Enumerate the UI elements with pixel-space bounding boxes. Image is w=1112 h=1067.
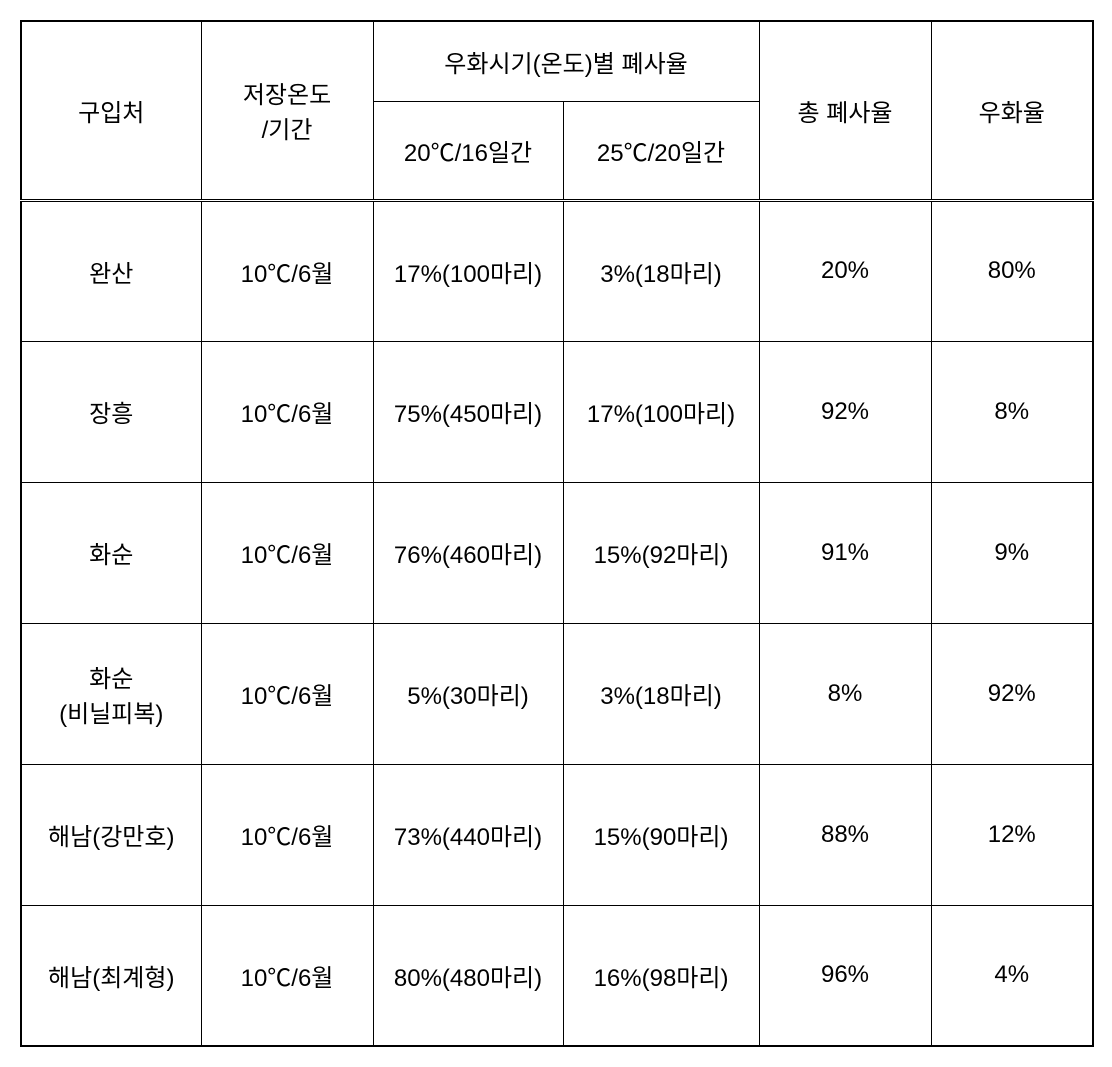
cell-source-line1: 화순	[26, 659, 197, 694]
table-row: 화순 (비닐피복) 10℃/6월 5%(30마리) 3%(18마리) 8% 92…	[21, 623, 1093, 764]
cell-mort25: 3%(18마리)	[563, 623, 759, 764]
cell-mort20: 5%(30마리)	[373, 623, 563, 764]
cell-total-mort: 91%	[759, 482, 931, 623]
cell-mort20: 75%(450마리)	[373, 341, 563, 482]
cell-total-mort: 96%	[759, 905, 931, 1046]
header-storage-line1: 저장온도	[206, 75, 369, 110]
table-row: 화순 10℃/6월 76%(460마리) 15%(92마리) 91% 9%	[21, 482, 1093, 623]
cell-mort20: 76%(460마리)	[373, 482, 563, 623]
mortality-table: 구입처 저장온도 /기간 우화시기(온도)별 폐사율 총 폐사율 우화율 20℃…	[20, 20, 1094, 1047]
cell-source: 화순 (비닐피복)	[21, 623, 201, 764]
cell-source: 완산	[21, 200, 201, 341]
cell-mort25: 15%(90마리)	[563, 764, 759, 905]
header-mort25: 25℃/20일간	[563, 101, 759, 200]
cell-source: 장흥	[21, 341, 201, 482]
header-mortality-group: 우화시기(온도)별 폐사율	[373, 21, 759, 101]
header-mort20: 20℃/16일간	[373, 101, 563, 200]
cell-emergence: 8%	[931, 341, 1093, 482]
cell-emergence: 4%	[931, 905, 1093, 1046]
cell-storage: 10℃/6월	[201, 200, 373, 341]
cell-emergence: 9%	[931, 482, 1093, 623]
cell-storage: 10℃/6월	[201, 341, 373, 482]
cell-total-mort: 8%	[759, 623, 931, 764]
cell-emergence: 80%	[931, 200, 1093, 341]
cell-source-line2: (비닐피복)	[26, 694, 197, 729]
cell-mort20: 73%(440마리)	[373, 764, 563, 905]
cell-source: 해남(강만호)	[21, 764, 201, 905]
cell-mort25: 3%(18마리)	[563, 200, 759, 341]
header-storage: 저장온도 /기간	[201, 21, 373, 200]
cell-storage: 10℃/6월	[201, 482, 373, 623]
table-row: 장흥 10℃/6월 75%(450마리) 17%(100마리) 92% 8%	[21, 341, 1093, 482]
cell-mort20: 17%(100마리)	[373, 200, 563, 341]
cell-total-mort: 88%	[759, 764, 931, 905]
cell-total-mort: 20%	[759, 200, 931, 341]
cell-source: 화순	[21, 482, 201, 623]
table-row: 완산 10℃/6월 17%(100마리) 3%(18마리) 20% 80%	[21, 200, 1093, 341]
table-header-row-1: 구입처 저장온도 /기간 우화시기(온도)별 폐사율 총 폐사율 우화율	[21, 21, 1093, 101]
cell-mort25: 15%(92마리)	[563, 482, 759, 623]
cell-mort20: 80%(480마리)	[373, 905, 563, 1046]
cell-storage: 10℃/6월	[201, 905, 373, 1046]
header-total-mortality: 총 폐사율	[759, 21, 931, 200]
table-row: 해남(최계형) 10℃/6월 80%(480마리) 16%(98마리) 96% …	[21, 905, 1093, 1046]
header-source: 구입처	[21, 21, 201, 200]
cell-storage: 10℃/6월	[201, 764, 373, 905]
cell-emergence: 12%	[931, 764, 1093, 905]
table-row: 해남(강만호) 10℃/6월 73%(440마리) 15%(90마리) 88% …	[21, 764, 1093, 905]
header-storage-line2: /기간	[206, 110, 369, 145]
header-emergence: 우화율	[931, 21, 1093, 200]
cell-total-mort: 92%	[759, 341, 931, 482]
cell-emergence: 92%	[931, 623, 1093, 764]
cell-mort25: 17%(100마리)	[563, 341, 759, 482]
cell-mort25: 16%(98마리)	[563, 905, 759, 1046]
cell-storage: 10℃/6월	[201, 623, 373, 764]
cell-source: 해남(최계형)	[21, 905, 201, 1046]
